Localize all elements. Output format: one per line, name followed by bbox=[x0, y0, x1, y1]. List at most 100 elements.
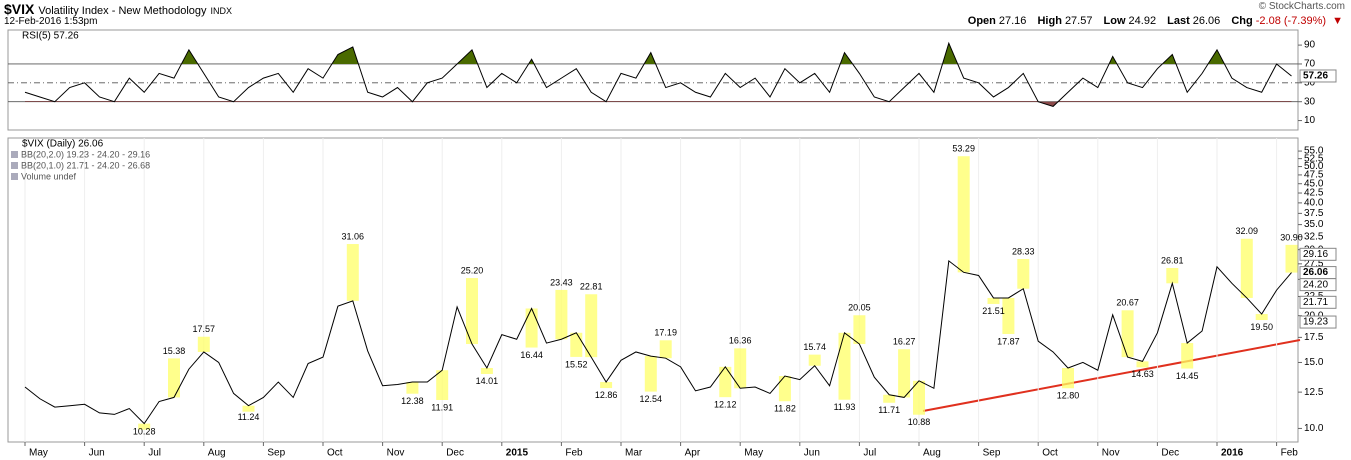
annotation-label: 12.12 bbox=[714, 400, 737, 410]
x-tick-label: Sep bbox=[267, 448, 285, 459]
annotation-label: 11.24 bbox=[238, 412, 260, 422]
annotation-label: 22.81 bbox=[580, 282, 603, 292]
x-tick-label: May bbox=[744, 448, 763, 459]
annotation-label: 30.90 bbox=[1280, 232, 1303, 242]
value-tag bbox=[1299, 278, 1337, 292]
y-tick-label: 55.0 bbox=[1304, 146, 1324, 157]
highlight-box bbox=[1240, 238, 1253, 298]
highlight-box bbox=[808, 354, 821, 366]
highlight-box bbox=[406, 382, 419, 394]
x-tick-label: Sep bbox=[983, 448, 1001, 459]
annotation-label: 16.27 bbox=[893, 337, 916, 347]
highlight-box bbox=[898, 349, 911, 398]
highlight-box bbox=[1017, 259, 1030, 289]
annotation-label: 53.29 bbox=[952, 144, 975, 154]
annotation-label: 11.93 bbox=[834, 402, 856, 412]
quote-value: 27.57 bbox=[1064, 15, 1093, 27]
annotation-label: 17.87 bbox=[997, 336, 1020, 346]
highlight-box bbox=[987, 297, 1000, 304]
quote-label: Low bbox=[1103, 15, 1126, 27]
y-tick-label: 45.0 bbox=[1304, 178, 1324, 189]
x-tick-label: Oct bbox=[327, 448, 343, 459]
x-tick-label: Mar bbox=[625, 448, 643, 459]
series-line bbox=[24, 259, 1292, 425]
y-tick-label: 10.0 bbox=[1304, 423, 1324, 434]
highlight-box bbox=[525, 308, 538, 348]
annotation-label: 14.63 bbox=[1131, 369, 1154, 379]
legend-swatch bbox=[11, 162, 18, 169]
annotation-label: 14.01 bbox=[476, 376, 499, 386]
x-tick-label: May bbox=[29, 448, 48, 459]
y-tick-label: 32.5 bbox=[1304, 231, 1324, 242]
y-tick-label: 42.5 bbox=[1304, 188, 1324, 199]
value-tag-label: 26.06 bbox=[1303, 267, 1328, 278]
highlight-box bbox=[1002, 297, 1015, 334]
y-tick-label: 15.0 bbox=[1304, 357, 1324, 368]
x-tick-label: 2015 bbox=[506, 448, 529, 459]
x-tick-label: Dec bbox=[446, 448, 464, 459]
value-tag-label: 24.20 bbox=[1303, 279, 1328, 290]
y-tick-label: 10 bbox=[1304, 115, 1316, 126]
value-tag-label: 19.23 bbox=[1303, 317, 1328, 328]
annotation-label: 12.86 bbox=[595, 390, 618, 400]
trend-line bbox=[922, 339, 1301, 412]
copyright: © StockCharts.com bbox=[1258, 1, 1345, 12]
highlight-box bbox=[913, 380, 925, 415]
annotation-label: 19.50 bbox=[1250, 322, 1273, 332]
highlight-box bbox=[957, 156, 970, 273]
x-tick-label: Feb bbox=[1281, 448, 1299, 459]
series-line bbox=[24, 41, 1292, 107]
symbol: $VIX bbox=[4, 1, 35, 17]
annotation-label: 20.67 bbox=[1116, 298, 1139, 308]
annotation-label: 31.06 bbox=[342, 231, 365, 241]
annotation-label: 10.28 bbox=[133, 426, 156, 436]
quote-change: -2.08 (-7.39%) bbox=[1255, 15, 1327, 27]
panel-title: RSI(5) 57.26 bbox=[22, 31, 79, 42]
highlight-box bbox=[1181, 343, 1194, 369]
y-tick-label: 17.5 bbox=[1304, 332, 1324, 343]
highlight-box bbox=[778, 376, 791, 402]
quote-label: Open bbox=[967, 15, 996, 27]
annotation-label: 21.51 bbox=[982, 306, 1005, 316]
timestamp: 12-Feb-2016 1:53pm bbox=[4, 16, 98, 27]
y-tick-label: 50.0 bbox=[1304, 161, 1324, 172]
annotation-label: 15.74 bbox=[803, 342, 826, 352]
x-tick-label: Nov bbox=[1102, 448, 1120, 459]
y-tick-label: 27.5 bbox=[1304, 258, 1324, 269]
annotation-label: 12.54 bbox=[640, 394, 663, 404]
quote-value: 24.92 bbox=[1128, 15, 1157, 27]
annotation-label: 12.80 bbox=[1057, 391, 1080, 401]
instrument-name: Volatility Index - New Methodology bbox=[38, 5, 207, 17]
annotation-label: 20.05 bbox=[848, 303, 871, 313]
quote-label: High bbox=[1037, 15, 1062, 27]
rsi-panel bbox=[7, 29, 1299, 131]
legend-swatch bbox=[11, 173, 18, 180]
annotation-label: 14.45 bbox=[1176, 371, 1199, 381]
annotation-label: 17.19 bbox=[654, 328, 677, 338]
quote: Open 27.16 High 27.57 Low 24.92 Last 26.06 C… bbox=[967, 15, 1343, 27]
x-tick-label: Apr bbox=[685, 448, 701, 459]
highlight-box bbox=[853, 315, 866, 345]
highlight-box bbox=[883, 394, 896, 403]
quote-value: 26.06 bbox=[1192, 15, 1221, 27]
value-tag-label: 21.71 bbox=[1303, 297, 1328, 308]
quote-label: Chg bbox=[1231, 15, 1253, 27]
highlight-box bbox=[570, 332, 583, 357]
highlight-box bbox=[1166, 267, 1179, 284]
annotation-label: 28.33 bbox=[1012, 246, 1035, 256]
x-tick-label: Aug bbox=[923, 448, 941, 459]
highlight-box bbox=[659, 340, 672, 359]
y-tick-label: 37.5 bbox=[1304, 208, 1324, 219]
highlight-box bbox=[1285, 244, 1298, 273]
legend-entry: BB(20,1.0) 21.71 - 24.20 - 26.68 bbox=[21, 160, 150, 170]
legend-entry: BB(20,2.0) 19.23 - 24.20 - 29.16 bbox=[21, 149, 150, 159]
header: $VIX Volatility Index - New Methodology IN… bbox=[0, 0, 1351, 28]
exchange: INDX bbox=[210, 6, 233, 16]
value-tag-label: 57.26 bbox=[1303, 71, 1328, 82]
legend-swatch bbox=[11, 151, 18, 158]
legend-entry: Volume undef bbox=[21, 171, 77, 181]
highlight-box bbox=[466, 278, 478, 345]
quote-value: 27.16 bbox=[998, 15, 1027, 27]
annotation-label: 16.36 bbox=[729, 336, 752, 346]
